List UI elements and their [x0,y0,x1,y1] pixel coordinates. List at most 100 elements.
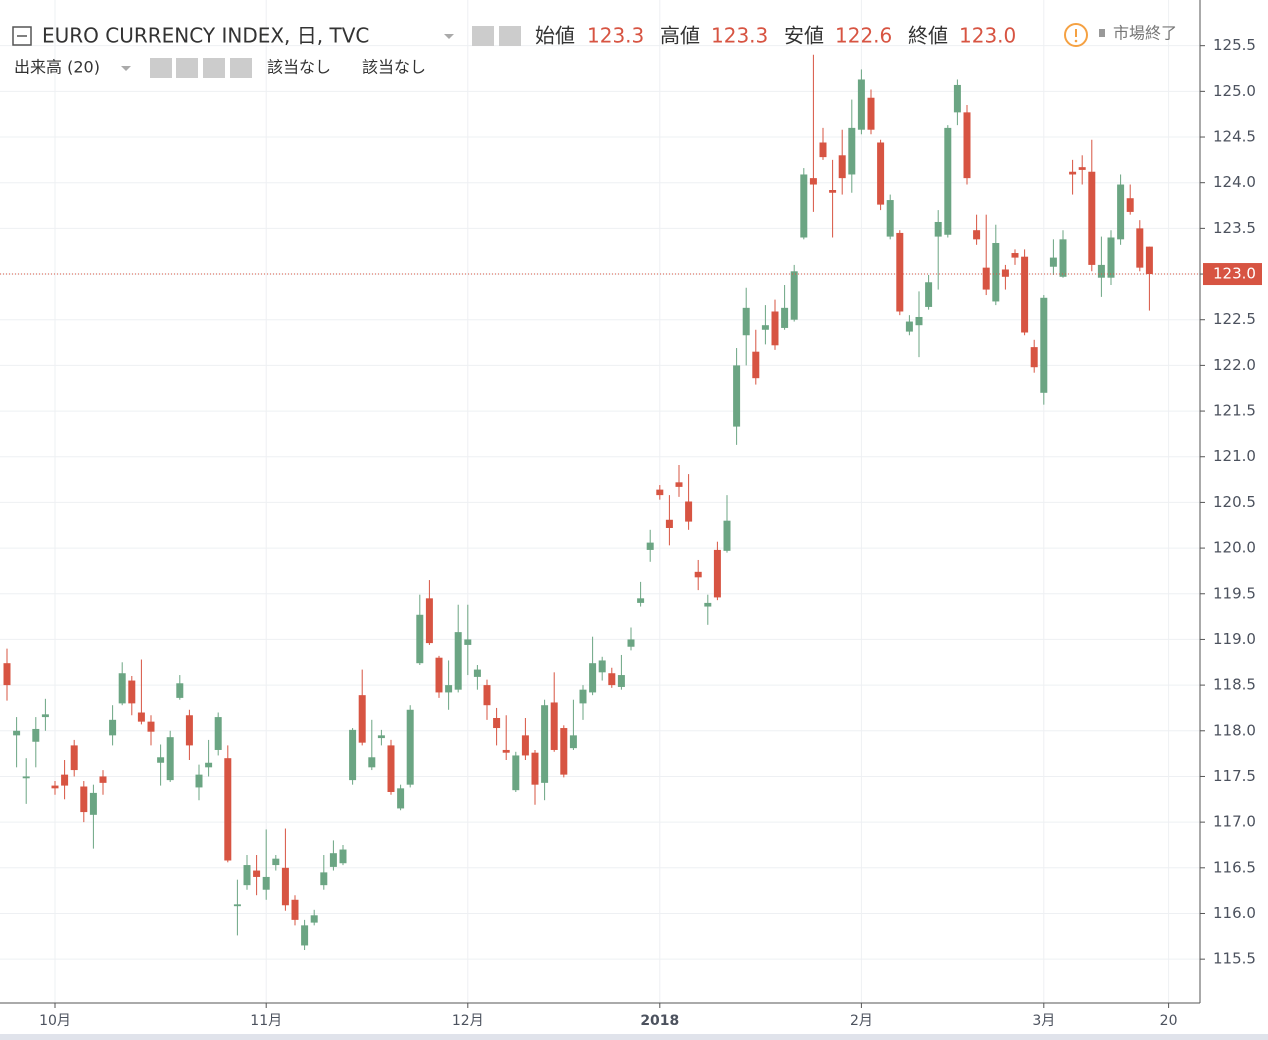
x-tick-label: 2月 [850,1013,873,1029]
warning-icon[interactable] [1064,23,1088,47]
y-tick-label: 117.5 [1213,767,1256,785]
x-tick-label: 12月 [452,1013,484,1029]
dropdown-arrow[interactable] [444,34,454,39]
y-tick-label: 124.0 [1213,173,1256,191]
close-value: 123.0 [959,24,1016,48]
candle-body [272,858,280,866]
candle-body [1011,253,1019,258]
volume-title: 出来高 (20) [14,58,100,77]
eye-icon[interactable] [472,26,494,46]
candle-body [320,872,328,886]
candle-body [944,127,952,235]
candle-body [195,774,203,788]
candle-body [819,142,827,158]
candle-body [867,97,875,130]
candle-body [925,282,933,307]
candle-body [1088,171,1096,265]
y-tick-label: 119.0 [1213,630,1256,648]
candle-body [512,755,520,791]
candle-body [790,271,798,320]
candle-body [579,689,587,704]
y-tick-label: 116.0 [1213,904,1256,922]
candle-body [483,685,491,706]
settings-icon[interactable] [499,26,521,46]
candle-body [915,316,923,326]
candle-body [425,598,433,644]
add-icon[interactable] [203,58,225,78]
candle-body [291,899,299,920]
candle-body [569,735,577,749]
candle-body [694,571,702,578]
candle-body [406,709,414,785]
settings-icon[interactable] [176,58,198,78]
volume-ma-value: 該当なし [362,58,426,77]
y-tick-label: 118.0 [1213,721,1256,739]
candle-body [377,735,385,739]
candle-body [61,774,69,786]
candle-body [157,757,165,763]
candle-body [109,719,117,736]
y-tick-label: 117.0 [1213,813,1256,831]
status-icon [1099,29,1105,37]
high-label: 高値 [660,24,700,48]
x-tick-label: 3月 [1032,1013,1055,1029]
candle-body [1117,184,1125,240]
candle-body [560,728,568,775]
candle-body [963,112,971,179]
x-tick-label: 11月 [250,1013,282,1029]
candle-body [80,786,88,813]
symbol-title: EURO CURRENCY INDEX, 日, TVC [42,24,369,48]
market-status: 市場終了 [1113,24,1177,43]
candle-body [877,142,885,205]
candle-body [973,230,981,240]
candle-body [656,489,664,496]
candle-body [349,729,357,781]
candle-body [397,788,405,809]
candle-body [310,915,318,923]
candle-body [137,712,145,722]
candle-body [1030,347,1038,368]
candle-body [800,174,808,238]
candle-body [627,639,635,647]
candle-body [233,904,241,907]
candle-body [1069,171,1077,175]
candle-body [70,745,78,771]
low-value: 122.6 [835,24,892,48]
axes: 115.5 116.0 116.5 117.0 117.5 118.0 118.5 119.0… [0,36,1262,1029]
y-tick-label: 125.5 [1213,36,1256,54]
candle-body [32,728,40,742]
candle-body [608,673,616,686]
bottom-border [0,1034,1268,1040]
candle-body [848,127,856,175]
remove-icon[interactable] [230,58,252,78]
candle-body [896,232,904,312]
y-tick-label: 115.5 [1213,950,1256,968]
candle-body [781,307,789,328]
high-value: 123.3 [711,24,768,48]
candle-body [598,660,606,673]
candle-body [665,519,673,528]
collapse-icon[interactable] [12,26,32,46]
candle-body [205,762,213,768]
candle-body [1078,167,1086,170]
dropdown-arrow[interactable] [121,66,131,71]
candle-body [253,870,261,877]
candle-body [368,757,376,768]
open-label: 始値 [535,24,575,48]
candle-body [1107,237,1115,278]
candle-body [1145,246,1153,275]
candle-body [905,321,913,332]
candle-body [761,325,769,330]
candle-body [416,614,424,664]
warning-dot [1074,39,1078,43]
eye-icon[interactable] [150,58,172,78]
candle-body [982,267,990,290]
candle-body [838,155,846,179]
y-tick-label: 119.5 [1213,584,1256,602]
candle-body [1136,228,1144,268]
candle-body [118,673,126,704]
candle-body [147,721,155,732]
candle-body [723,520,731,551]
candle-body [541,705,549,783]
